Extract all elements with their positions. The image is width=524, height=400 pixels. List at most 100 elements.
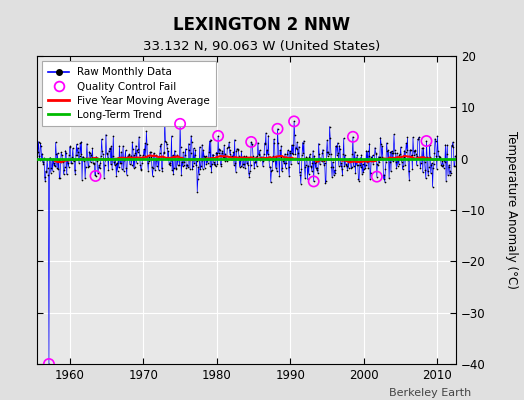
- Point: [72, 152, 80, 158]
- Point: [43, 156, 51, 163]
- Point: [52, 151, 60, 157]
- Point: [220, 142, 228, 149]
- Point: [391, 150, 399, 157]
- Point: [270, 140, 279, 146]
- Point: [378, 143, 387, 150]
- Point: [329, 164, 337, 170]
- Point: [132, 142, 140, 149]
- Point: [134, 145, 143, 152]
- Point: [183, 162, 192, 168]
- Point: [218, 148, 226, 154]
- Point: [88, 145, 96, 152]
- Point: [335, 142, 344, 149]
- Point: [286, 148, 294, 154]
- Point: [187, 149, 195, 156]
- Point: [332, 143, 340, 149]
- Point: [278, 165, 287, 172]
- Point: [324, 152, 332, 159]
- Point: [359, 169, 367, 176]
- Point: [124, 152, 133, 158]
- Point: [442, 151, 451, 158]
- Point: [267, 168, 276, 174]
- Point: [160, 149, 168, 155]
- Point: [231, 136, 239, 143]
- Point: [422, 138, 431, 144]
- Point: [308, 168, 316, 175]
- Point: [444, 164, 453, 170]
- Legend: Raw Monthly Data, Quality Control Fail, Five Year Moving Average, Long-Term Tren: Raw Monthly Data, Quality Control Fail, …: [42, 61, 216, 126]
- Point: [245, 174, 254, 180]
- Point: [406, 147, 414, 154]
- Point: [125, 151, 134, 158]
- Point: [135, 151, 144, 158]
- Point: [322, 148, 331, 155]
- Point: [334, 150, 342, 156]
- Point: [166, 162, 174, 168]
- Point: [128, 139, 136, 145]
- Point: [101, 161, 109, 168]
- Point: [109, 133, 117, 139]
- Point: [400, 148, 409, 154]
- Point: [37, 156, 46, 163]
- Point: [105, 146, 114, 152]
- Point: [414, 136, 423, 143]
- Point: [364, 148, 372, 154]
- Point: [413, 136, 422, 142]
- Point: [451, 163, 459, 169]
- Point: [148, 173, 157, 179]
- Point: [354, 175, 363, 182]
- Point: [376, 154, 384, 160]
- Point: [446, 168, 454, 174]
- Point: [177, 143, 185, 150]
- Point: [256, 157, 265, 163]
- Point: [239, 153, 248, 160]
- Point: [373, 174, 381, 180]
- Point: [236, 157, 244, 164]
- Point: [313, 167, 321, 173]
- Point: [379, 156, 387, 162]
- Point: [227, 152, 236, 159]
- Point: [190, 160, 199, 166]
- Point: [333, 152, 341, 158]
- Point: [419, 144, 428, 151]
- Point: [343, 163, 351, 170]
- Point: [107, 161, 115, 168]
- Point: [152, 152, 160, 158]
- Point: [72, 141, 81, 147]
- Point: [293, 160, 302, 166]
- Point: [410, 152, 418, 158]
- Point: [145, 157, 154, 164]
- Point: [79, 154, 87, 160]
- Point: [243, 160, 251, 166]
- Point: [94, 170, 102, 176]
- Point: [124, 152, 132, 159]
- Point: [135, 134, 143, 140]
- Point: [138, 160, 146, 166]
- Point: [400, 154, 408, 160]
- Point: [248, 140, 256, 147]
- Point: [226, 147, 235, 154]
- Point: [380, 179, 389, 185]
- Point: [261, 130, 270, 136]
- Point: [316, 155, 325, 161]
- Point: [366, 169, 375, 176]
- Point: [169, 152, 177, 158]
- Point: [91, 173, 100, 179]
- Point: [111, 156, 119, 163]
- Point: [99, 151, 107, 157]
- Point: [437, 162, 445, 168]
- Point: [147, 149, 155, 155]
- Point: [144, 167, 152, 174]
- Point: [253, 163, 261, 170]
- Point: [246, 168, 254, 174]
- Point: [369, 160, 377, 167]
- Point: [110, 158, 118, 165]
- Point: [346, 158, 355, 164]
- Point: [349, 134, 357, 140]
- Point: [365, 140, 374, 147]
- Point: [33, 155, 41, 161]
- Point: [80, 155, 89, 162]
- Point: [409, 134, 417, 141]
- Point: [203, 160, 212, 166]
- Point: [285, 173, 293, 180]
